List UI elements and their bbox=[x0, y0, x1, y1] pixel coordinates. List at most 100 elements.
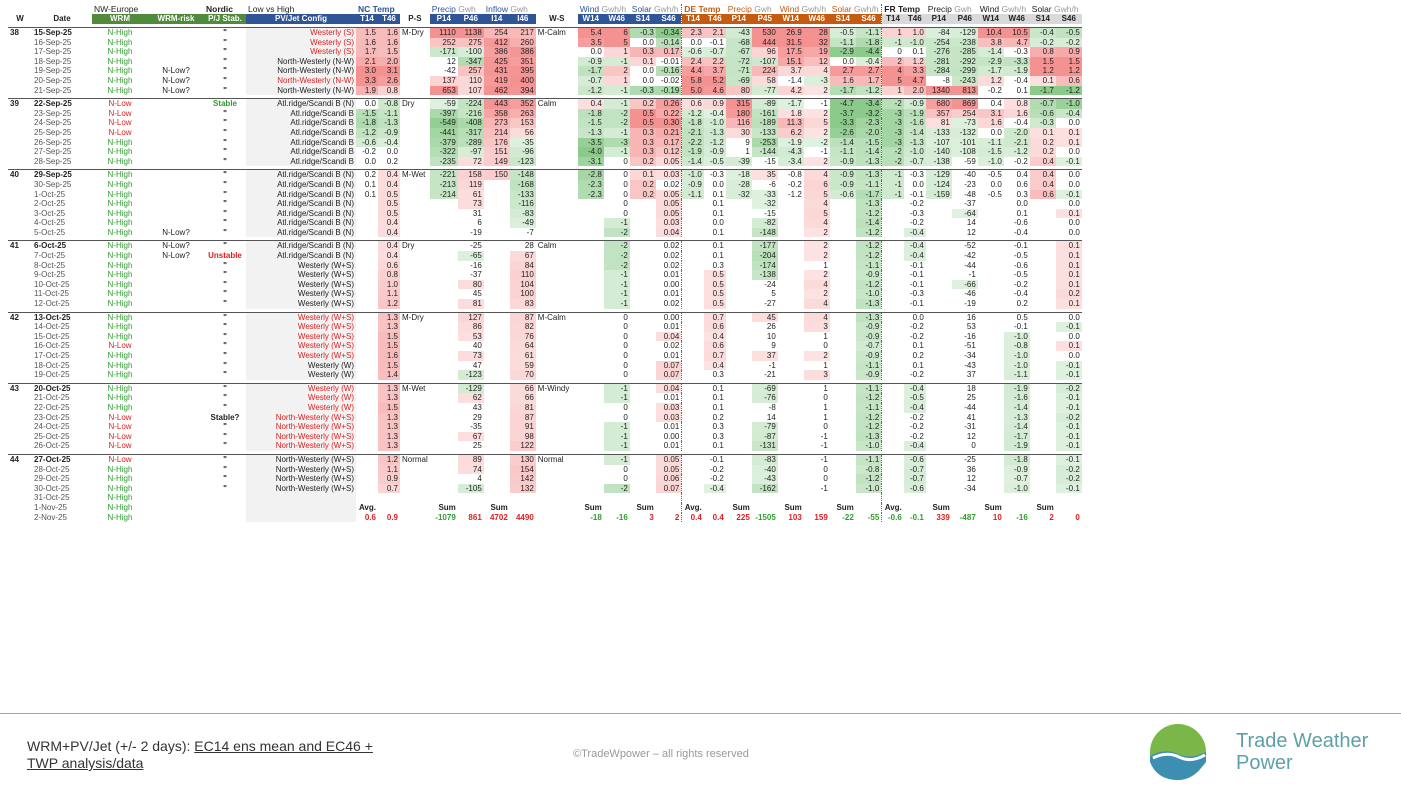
value-cell: -0.2 bbox=[909, 412, 924, 422]
value-cell bbox=[429, 453, 458, 465]
value-cell: 0.0 bbox=[642, 37, 654, 47]
value-cell bbox=[356, 299, 378, 309]
value-cell: -1 bbox=[603, 147, 630, 157]
value-cell: -0.5 bbox=[703, 156, 726, 167]
value-cell bbox=[510, 493, 536, 503]
value-cell: 5 bbox=[803, 208, 830, 219]
value-cell: -1.9 bbox=[903, 108, 926, 119]
value-cell bbox=[681, 251, 704, 261]
value-cell: 1.5 bbox=[378, 402, 400, 413]
value-cell: 2 bbox=[603, 66, 630, 76]
value-cell: -1.9 bbox=[1003, 66, 1030, 76]
value-cell bbox=[629, 240, 656, 252]
value-cell bbox=[881, 240, 904, 252]
week-number bbox=[8, 474, 32, 484]
value-cell bbox=[926, 218, 952, 228]
value-cell: 214 bbox=[483, 127, 510, 138]
value-cell bbox=[356, 382, 378, 394]
value-cell: -37 bbox=[470, 270, 482, 280]
stability-cell: " bbox=[223, 322, 227, 332]
value-cell: -3.7 bbox=[829, 108, 856, 119]
value-cell: 1.2 bbox=[378, 453, 400, 465]
value-cell bbox=[830, 289, 856, 299]
value-cell bbox=[881, 289, 904, 300]
value-cell bbox=[1029, 453, 1056, 465]
value-cell bbox=[484, 493, 510, 503]
value-cell bbox=[726, 484, 752, 494]
value-cell: -123 bbox=[509, 156, 536, 167]
value-cell bbox=[778, 218, 804, 228]
value-cell: 87 bbox=[509, 311, 536, 323]
date-cell: 18-Oct-25 bbox=[34, 360, 70, 370]
value-cell bbox=[830, 393, 856, 403]
value-cell bbox=[881, 331, 904, 342]
value-cell bbox=[536, 138, 578, 148]
value-cell: 257 bbox=[457, 66, 484, 76]
wrm-cell: N-High bbox=[107, 56, 133, 66]
value-cell bbox=[830, 228, 856, 238]
value-cell bbox=[430, 361, 458, 371]
value-cell: -51 bbox=[964, 341, 976, 351]
blank-cell bbox=[8, 4, 32, 14]
wrm-cell: N-High bbox=[107, 179, 133, 189]
wrm-risk-cell bbox=[148, 493, 204, 503]
footer-source-link-2[interactable]: TWP analysis/data bbox=[27, 755, 144, 771]
value-cell bbox=[681, 483, 704, 494]
config-cell: Atl.ridge/Scandi B (N) bbox=[246, 179, 356, 190]
value-cell bbox=[536, 147, 578, 157]
value-cell bbox=[430, 299, 458, 309]
value-cell bbox=[356, 351, 378, 361]
value-cell: -0.4 bbox=[1013, 289, 1028, 299]
value-cell bbox=[356, 261, 378, 271]
value-cell: -1.1 bbox=[1003, 370, 1030, 380]
fr-precip-label: Precip bbox=[927, 4, 952, 14]
date-cell: 24-Oct-25 bbox=[34, 422, 70, 432]
value-cell bbox=[829, 453, 856, 465]
stability-cell: " bbox=[223, 56, 227, 66]
week-number bbox=[8, 57, 32, 67]
value-cell: 0.7 bbox=[703, 311, 726, 323]
value-cell: -0.5 bbox=[1013, 251, 1028, 261]
value-cell: -216 bbox=[457, 108, 484, 119]
value-cell: 2 bbox=[803, 156, 830, 167]
value-cell bbox=[430, 199, 458, 209]
table-row: 3-Oct-25 N-High " Atl.ridge/Scandi B (N) 0.5… bbox=[8, 208, 1082, 219]
value-cell: 4.4 bbox=[681, 66, 704, 76]
value-cell bbox=[1030, 484, 1056, 494]
table-row: 30-Sep-25 N-High " Atl.ridge/Scandi B (N) 0.… bbox=[8, 179, 1082, 190]
wrm-cell: N-High bbox=[107, 331, 133, 341]
col-header-10: P46 bbox=[457, 14, 484, 24]
week-number: 41 bbox=[8, 240, 32, 252]
value-cell: 4 bbox=[803, 169, 830, 180]
table-row: 20-Sep-25 N-High N-Low? " North-Westerly (N-… bbox=[8, 75, 1082, 86]
date-cell: 2-Oct-25 bbox=[34, 199, 66, 209]
value-cell: 6 bbox=[803, 179, 830, 190]
value-cell bbox=[681, 227, 704, 238]
value-cell: 4 bbox=[803, 311, 830, 323]
value-cell: -1.4 bbox=[1003, 402, 1030, 413]
stability-cell: " bbox=[223, 75, 227, 85]
trade-weather-power-logo-icon bbox=[1150, 724, 1206, 780]
value-cell: -1.9 bbox=[681, 147, 704, 157]
value-cell bbox=[356, 441, 378, 451]
value-cell: -100 bbox=[457, 47, 484, 57]
footer-source-link-1[interactable]: EC14 ens mean and EC46 + bbox=[194, 738, 373, 754]
stability-cell: " bbox=[204, 26, 246, 38]
table-row: 26-Oct-25 N-Low " North-Westerly (W+S) 1.3 25… bbox=[8, 441, 1082, 451]
value-cell bbox=[1030, 322, 1056, 332]
value-cell: 0.2 bbox=[1029, 137, 1056, 148]
value-cell bbox=[400, 370, 430, 380]
value-cell bbox=[400, 251, 430, 261]
value-cell: 14 bbox=[966, 218, 976, 228]
value-cell bbox=[536, 76, 578, 86]
value-cell bbox=[536, 218, 578, 228]
date-cell: 9-Oct-25 bbox=[34, 270, 66, 280]
value-cell: -2.6 bbox=[829, 127, 856, 138]
value-cell: -4.0 bbox=[577, 147, 604, 157]
value-cell bbox=[830, 432, 856, 442]
value-cell bbox=[578, 280, 604, 290]
wrm-risk-cell bbox=[148, 432, 204, 442]
value-cell: 0.1 bbox=[1055, 279, 1082, 290]
value-cell bbox=[604, 503, 630, 513]
value-cell: 3.5 bbox=[577, 37, 604, 48]
